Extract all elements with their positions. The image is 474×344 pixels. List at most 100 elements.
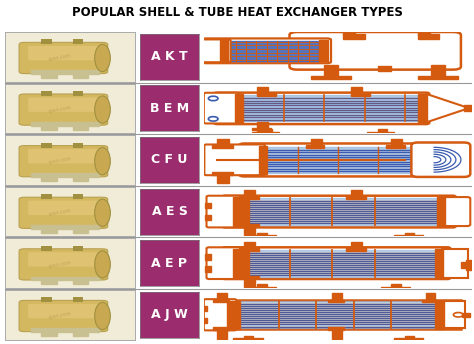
FancyBboxPatch shape — [19, 249, 108, 280]
Bar — [205, 215, 210, 220]
Bar — [233, 249, 242, 277]
Bar — [73, 194, 83, 199]
Bar — [213, 300, 229, 302]
Bar — [346, 248, 366, 250]
Bar — [204, 306, 207, 311]
Bar — [418, 34, 439, 39]
Bar — [246, 198, 438, 225]
Bar — [235, 94, 243, 122]
Bar — [212, 145, 233, 148]
Bar — [241, 249, 249, 277]
Bar — [405, 233, 414, 236]
Bar — [73, 331, 88, 336]
Bar — [236, 301, 437, 328]
FancyBboxPatch shape — [28, 46, 99, 60]
Bar — [191, 45, 196, 58]
Bar — [244, 226, 255, 235]
Bar — [332, 293, 342, 300]
Bar — [241, 197, 249, 226]
FancyBboxPatch shape — [223, 196, 456, 227]
Ellipse shape — [95, 251, 110, 278]
Bar — [328, 327, 345, 330]
Polygon shape — [427, 94, 469, 122]
Bar — [220, 40, 228, 62]
Bar — [436, 301, 444, 329]
Text: syen.com: syen.com — [47, 260, 72, 269]
Bar — [461, 262, 472, 268]
FancyBboxPatch shape — [223, 247, 450, 279]
FancyBboxPatch shape — [202, 39, 331, 63]
Bar — [332, 329, 342, 338]
Bar — [257, 122, 268, 132]
FancyBboxPatch shape — [28, 97, 99, 112]
Bar — [232, 301, 240, 329]
Bar — [426, 293, 436, 300]
Bar — [328, 300, 345, 302]
Bar — [31, 173, 99, 177]
Bar — [324, 65, 337, 77]
FancyBboxPatch shape — [19, 146, 108, 177]
Bar — [41, 91, 52, 96]
Text: syen.com: syen.com — [47, 311, 72, 320]
Circle shape — [454, 313, 463, 317]
Circle shape — [209, 96, 218, 101]
Bar — [351, 87, 362, 94]
Text: A E S: A E S — [152, 205, 187, 218]
Bar — [351, 190, 362, 197]
FancyBboxPatch shape — [411, 142, 470, 177]
Bar — [225, 41, 319, 61]
Bar — [311, 76, 351, 78]
Bar — [31, 70, 99, 74]
Bar — [205, 203, 210, 208]
Ellipse shape — [95, 96, 110, 123]
Bar — [238, 95, 418, 121]
Bar — [252, 132, 279, 133]
Bar — [422, 300, 438, 302]
FancyBboxPatch shape — [239, 143, 458, 176]
Ellipse shape — [95, 44, 110, 72]
Bar — [31, 225, 99, 229]
Bar — [367, 132, 394, 133]
Bar — [405, 336, 414, 340]
Bar — [257, 233, 267, 236]
Text: syen.com: syen.com — [47, 53, 72, 62]
Bar — [418, 94, 427, 122]
FancyBboxPatch shape — [207, 196, 246, 227]
Bar — [311, 139, 322, 146]
FancyBboxPatch shape — [214, 93, 429, 124]
FancyBboxPatch shape — [28, 201, 99, 215]
Bar — [257, 94, 276, 96]
Bar — [257, 87, 268, 94]
Bar — [233, 338, 263, 340]
Bar — [215, 300, 461, 329]
FancyBboxPatch shape — [19, 300, 108, 332]
Text: syen.com: syen.com — [47, 157, 72, 165]
Bar — [73, 176, 88, 181]
Text: A K T: A K T — [151, 50, 188, 63]
Bar — [238, 196, 259, 199]
Bar — [41, 298, 52, 302]
FancyBboxPatch shape — [19, 42, 108, 74]
Bar — [462, 313, 470, 316]
Bar — [244, 190, 255, 197]
Bar — [464, 105, 474, 111]
Bar — [73, 298, 83, 302]
Text: C F U: C F U — [151, 153, 188, 166]
Bar — [41, 228, 57, 233]
Bar — [73, 228, 88, 233]
Bar — [73, 91, 83, 96]
Bar — [418, 76, 458, 78]
Text: A E P: A E P — [152, 257, 187, 270]
Bar — [252, 128, 271, 130]
Bar — [41, 176, 57, 181]
Bar — [73, 143, 83, 148]
Bar — [351, 94, 370, 96]
FancyBboxPatch shape — [441, 197, 470, 226]
Bar — [431, 65, 445, 77]
Text: syen.com: syen.com — [47, 105, 72, 114]
Bar — [212, 172, 233, 174]
FancyBboxPatch shape — [207, 247, 246, 279]
Bar — [31, 122, 99, 126]
Bar — [259, 146, 267, 174]
Text: syen.com: syen.com — [47, 208, 72, 217]
